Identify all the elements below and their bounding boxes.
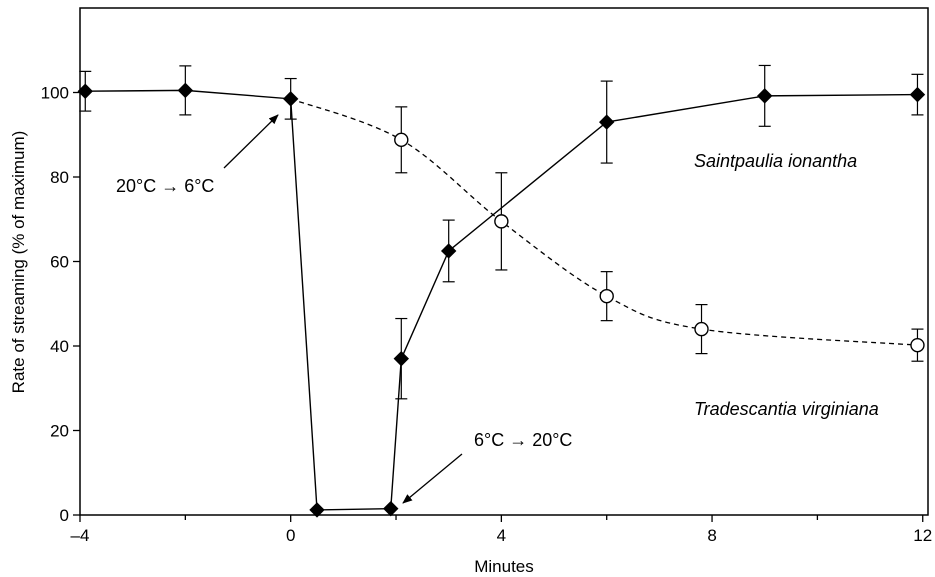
y-tick-label: 40 bbox=[50, 337, 69, 356]
data-point-circle bbox=[694, 321, 709, 337]
y-tick-label: 80 bbox=[50, 168, 69, 187]
y-tick-label: 60 bbox=[50, 253, 69, 272]
series-layer bbox=[77, 64, 926, 518]
annotation-warming-arrow bbox=[402, 453, 463, 504]
x-tick-label: 12 bbox=[913, 526, 932, 545]
data-point-circle bbox=[599, 288, 614, 304]
x-tick-label: –4 bbox=[71, 526, 90, 545]
data-point-diamond bbox=[309, 502, 325, 518]
y-tick-label: 100 bbox=[41, 84, 69, 103]
data-point-diamond bbox=[440, 243, 457, 259]
annotation-cooling: 20°C → 6°C bbox=[116, 176, 214, 196]
series-label-tradescantia: Tradescantia virginiana bbox=[694, 399, 879, 419]
data-point-diamond bbox=[383, 500, 399, 517]
data-point-diamond bbox=[393, 350, 409, 367]
series-tradescantia bbox=[290, 98, 925, 362]
data-point-diamond bbox=[909, 86, 926, 103]
data-point-diamond bbox=[177, 82, 194, 99]
y-tick-label: 20 bbox=[50, 422, 69, 441]
y-tick-label: 0 bbox=[60, 506, 69, 525]
x-tick-label: 0 bbox=[286, 526, 295, 545]
series-line bbox=[290, 98, 918, 346]
series-line bbox=[85, 89, 918, 511]
y-axis-title: Rate of streaming (% of maximum) bbox=[9, 131, 28, 394]
x-tick-label: 8 bbox=[707, 526, 716, 545]
data-point-circle bbox=[394, 132, 409, 148]
data-point-diamond bbox=[599, 114, 615, 130]
x-axis-title: Minutes bbox=[474, 557, 534, 576]
annotation-warming: 6°C → 20°C bbox=[474, 430, 572, 450]
series-saintpaulia bbox=[77, 64, 926, 518]
series-label-saintpaulia: Saintpaulia ionantha bbox=[694, 151, 857, 171]
data-point-diamond bbox=[757, 88, 773, 104]
data-point-circle bbox=[910, 337, 925, 353]
x-tick-label: 4 bbox=[497, 526, 506, 545]
annotation-cooling-arrow bbox=[223, 114, 279, 169]
data-point-diamond bbox=[77, 83, 93, 99]
data-point-circle bbox=[494, 214, 509, 229]
